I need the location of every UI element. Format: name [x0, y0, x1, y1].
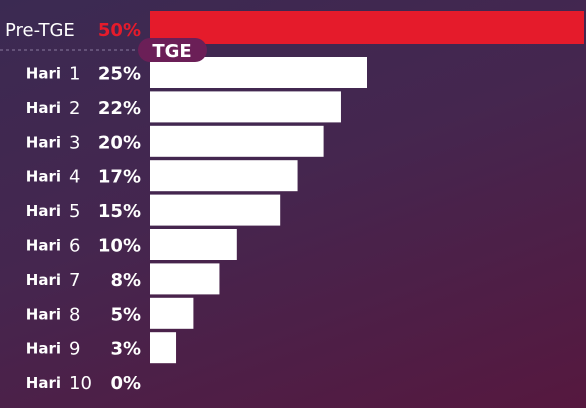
day-bar	[150, 332, 177, 364]
day-number-label: 2	[69, 98, 80, 119]
pre-tge-value: 50%	[98, 20, 141, 41]
day-bar	[150, 91, 341, 123]
tge-marker-tag	[138, 38, 207, 62]
day-bar	[150, 263, 220, 295]
day-word-label: Hari	[26, 99, 61, 117]
day-value-label: 10%	[98, 236, 141, 257]
day-value-label: 0%	[110, 373, 141, 394]
day-bar	[150, 125, 324, 157]
day-bar	[150, 57, 367, 88]
day-value-label: 20%	[98, 132, 141, 153]
tge-marker-label: TGE	[152, 41, 191, 62]
day-number-label: 9	[69, 339, 80, 360]
day-value-label: 3%	[110, 339, 141, 360]
day-number-label: 6	[69, 236, 80, 257]
day-bar	[150, 297, 194, 329]
day-word-label: Hari	[26, 168, 61, 186]
day-value-label: 22%	[98, 98, 141, 119]
day-value-label: 17%	[98, 167, 141, 188]
pre-tge-label: Pre-TGE	[5, 20, 75, 41]
day-bar	[150, 160, 298, 192]
day-word-label: Hari	[26, 202, 61, 220]
pre-tge-bar	[150, 11, 584, 44]
day-number-label: 3	[69, 132, 80, 153]
day-value-label: 25%	[98, 64, 141, 85]
day-bar	[150, 194, 281, 226]
day-value-label: 8%	[110, 270, 141, 291]
day-bar	[150, 229, 237, 260]
day-word-label: Hari	[26, 65, 61, 83]
day-word-label: Hari	[26, 237, 61, 255]
day-word-label: Hari	[26, 340, 61, 358]
day-word-label: Hari	[26, 305, 61, 323]
day-word-label: Hari	[26, 374, 61, 392]
day-number-label: 8	[69, 304, 80, 325]
day-number-label: 7	[69, 270, 80, 291]
day-word-label: Hari	[26, 133, 61, 151]
day-value-label: 15%	[98, 201, 141, 222]
day-number-label: 4	[69, 167, 80, 188]
day-number-label: 10	[69, 373, 92, 394]
day-number-label: 1	[69, 64, 80, 85]
day-number-label: 5	[69, 201, 80, 222]
day-value-label: 5%	[110, 304, 141, 325]
day-word-label: Hari	[26, 271, 61, 289]
